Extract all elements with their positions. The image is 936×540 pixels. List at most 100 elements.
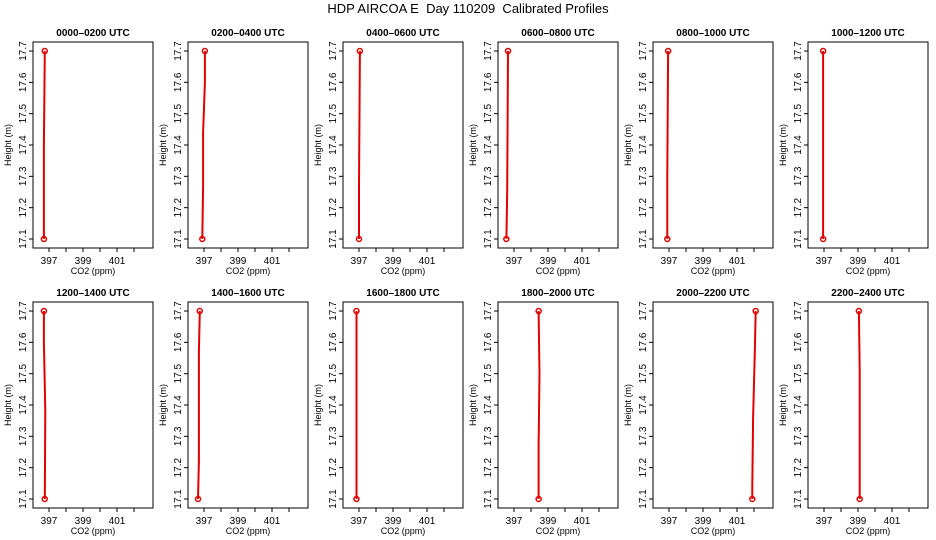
profile-panel: 1200–1400 UTC 397 399 401 17.1 17.2 17.3 17.4 17…	[3, 288, 154, 536]
x-tick-label: 399	[695, 256, 712, 267]
y-axis-label: Height (m)	[468, 384, 478, 426]
y-tick-label: 17.4	[638, 135, 649, 155]
profile-panel: 0000–0200 UTC 397 399 401 17.1 17.2 17.3 17.4 17…	[3, 28, 154, 276]
plot-frame	[32, 41, 154, 249]
data-point-marker	[355, 235, 363, 243]
panel-title: 1400–1600 UTC	[211, 288, 284, 299]
panel-title: 2200–2400 UTC	[831, 288, 904, 299]
data-point-marker	[503, 235, 510, 243]
y-tick-label: 17.2	[18, 198, 29, 218]
x-tick-label: 397	[196, 256, 213, 267]
y-tick-label: 17.3	[638, 166, 649, 186]
y-tick-label: 17.5	[18, 364, 29, 384]
x-axis-label: CO2 (ppm)	[846, 526, 891, 536]
y-tick-label: 17.5	[638, 364, 649, 384]
data-point-marker	[749, 495, 756, 503]
y-tick-label: 17.5	[18, 104, 29, 124]
x-tick-label: 401	[729, 516, 746, 527]
y-tick-label: 17.1	[638, 229, 649, 249]
y-tick-label: 17.1	[483, 489, 494, 509]
profile-line	[201, 51, 206, 240]
data-point-marker	[201, 47, 209, 55]
y-tick-label: 17.4	[328, 135, 339, 155]
x-tick-label: 399	[75, 256, 92, 267]
x-axis-label: CO2 (ppm)	[846, 266, 891, 276]
panel-title: 0200–0400 UTC	[211, 28, 284, 39]
profile-line	[666, 50, 670, 239]
x-tick-label: 397	[196, 516, 213, 527]
x-tick-label: 399	[695, 516, 712, 527]
panel-title: 1200–1400 UTC	[56, 288, 129, 299]
profile-panel: 1000–1200 UTC 397 399 401 17.1 17.2 17.3 17.4 17…	[778, 28, 929, 276]
x-tick-label: 401	[264, 516, 281, 527]
x-tick-label: 401	[419, 516, 436, 527]
x-tick-label: 399	[850, 256, 867, 267]
profile-line	[42, 311, 47, 500]
y-tick-label: 17.3	[638, 426, 649, 446]
x-tick-label: 399	[850, 516, 867, 527]
data-point-marker	[855, 307, 863, 315]
y-tick-label: 17.3	[483, 166, 494, 186]
y-tick-label: 17.7	[173, 41, 184, 61]
y-tick-label: 17.5	[173, 364, 184, 384]
y-axis-label: Height (m)	[313, 124, 323, 166]
plot-frame	[497, 41, 619, 249]
plot-frame	[807, 41, 929, 249]
y-tick-label: 17.1	[793, 489, 804, 509]
profile-line	[505, 50, 509, 240]
y-tick-label: 17.1	[18, 229, 29, 249]
y-tick-label: 17.7	[328, 301, 339, 321]
x-tick-label: 397	[816, 516, 833, 527]
profile-line	[358, 50, 361, 239]
data-point-marker	[535, 307, 542, 315]
plot-frame	[342, 41, 464, 249]
x-tick-label: 399	[230, 516, 247, 527]
data-point-marker	[535, 495, 542, 503]
data-point-marker	[199, 235, 206, 243]
x-tick-label: 397	[351, 516, 368, 527]
data-point-marker	[819, 47, 827, 55]
x-tick-label: 399	[385, 256, 402, 267]
panel-title: 2000–2200 UTC	[676, 288, 749, 299]
y-tick-label: 17.1	[328, 489, 339, 509]
y-tick-label: 17.7	[483, 41, 494, 61]
y-tick-label: 17.1	[638, 489, 649, 509]
x-axis-label: CO2 (ppm)	[71, 526, 116, 536]
y-tick-label: 17.2	[793, 458, 804, 478]
x-tick-label: 397	[506, 516, 523, 527]
x-axis-label: CO2 (ppm)	[71, 266, 116, 276]
x-axis-label: CO2 (ppm)	[381, 266, 426, 276]
y-axis-label: Height (m)	[3, 384, 13, 426]
profile-line	[42, 50, 46, 239]
profile-line	[751, 310, 757, 499]
data-point-marker	[819, 235, 827, 243]
y-tick-label: 17.6	[638, 332, 649, 352]
x-tick-label: 399	[540, 256, 557, 267]
y-tick-label: 17.6	[173, 332, 184, 352]
x-tick-label: 401	[109, 516, 126, 527]
x-tick-label: 401	[419, 256, 436, 267]
data-point-marker	[353, 307, 360, 315]
y-tick-label: 17.7	[173, 301, 184, 321]
y-tick-label: 17.1	[483, 229, 494, 249]
panel-title: 0000–0200 UTC	[56, 28, 129, 39]
y-tick-label: 17.4	[18, 135, 29, 155]
y-tick-label: 17.5	[638, 104, 649, 124]
plot-frame	[342, 301, 464, 509]
data-point-marker	[41, 47, 48, 55]
x-tick-label: 397	[351, 256, 368, 267]
y-tick-label: 17.5	[173, 104, 184, 124]
y-tick-label: 17.6	[328, 72, 339, 92]
x-tick-label: 397	[816, 256, 833, 267]
y-tick-label: 17.2	[173, 198, 184, 218]
x-tick-label: 401	[884, 256, 901, 267]
y-tick-label: 17.6	[483, 72, 494, 92]
profile-line	[537, 310, 541, 499]
y-tick-label: 17.7	[638, 301, 649, 321]
y-axis-label: Height (m)	[778, 384, 788, 426]
x-tick-label: 397	[41, 256, 58, 267]
x-axis-label: CO2 (ppm)	[381, 526, 426, 536]
y-tick-label: 17.6	[328, 332, 339, 352]
y-tick-label: 17.3	[328, 426, 339, 446]
